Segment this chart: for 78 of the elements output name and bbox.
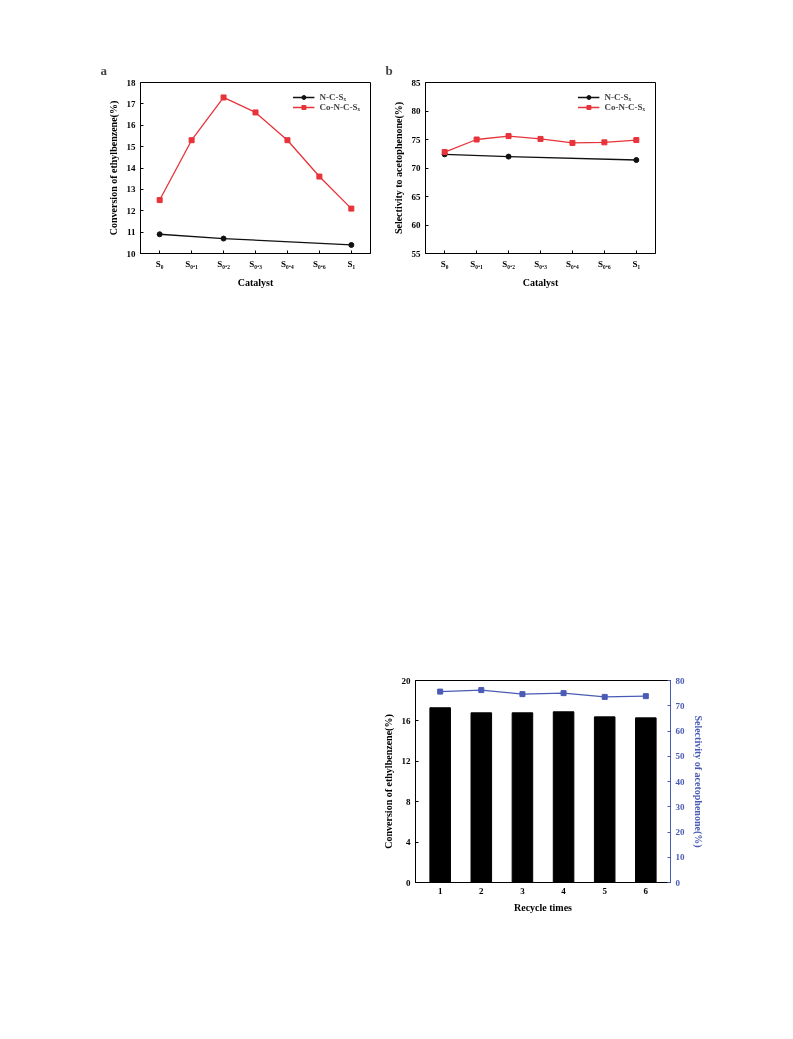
y2-tick-label: 60: [675, 726, 685, 736]
y-tick-label: 85: [411, 77, 421, 88]
point: [316, 173, 323, 180]
point: [537, 135, 544, 142]
x-tick-label: 3: [520, 885, 526, 896]
point: [188, 137, 195, 144]
x-tick-label: 1: [437, 885, 443, 896]
y2-tick-label: 80: [675, 675, 685, 686]
y-axis-title: Selectivity to acetophenone(%): [392, 101, 405, 235]
y-tick-label: 16: [126, 120, 136, 131]
legend-label: N-C-Sₓ: [319, 92, 346, 102]
y2-tick-label: 30: [675, 801, 685, 812]
point: [156, 197, 163, 204]
y2-axis-title: Selectivity of acetophenone(%): [691, 715, 704, 848]
legend-label: Co-N-C-Sₓ: [604, 102, 645, 112]
point: [156, 231, 163, 238]
x-tick-label: S₀: [155, 258, 164, 269]
x-axis-title: Catalyst: [237, 276, 274, 288]
point: [473, 136, 480, 143]
point: [284, 137, 291, 144]
y-tick-label: 14: [126, 163, 136, 173]
legend-label: Co-N-C-Sₓ: [319, 102, 360, 112]
point: [505, 133, 512, 140]
point: [633, 137, 640, 144]
y-tick-label: 15: [126, 141, 136, 152]
chart-title: a: [100, 62, 108, 78]
y-tick-label: 17: [126, 98, 136, 109]
x-axis-title: Recycle times: [513, 901, 573, 913]
y2-tick-label: 70: [675, 700, 685, 711]
x-tick-label: S₀.₃: [534, 258, 548, 269]
x-tick-label: S₁: [347, 258, 356, 269]
y-tick-label: 55: [411, 248, 421, 259]
x-tick-label: 5: [602, 885, 608, 896]
x-axis-title: Catalyst: [522, 276, 559, 288]
y2-tick-label: 0: [675, 877, 681, 888]
y-tick-label: 80: [411, 106, 421, 116]
y-tick-label: 60: [411, 220, 421, 230]
chart-title: b: [385, 62, 393, 78]
y2-tick-label: 10: [675, 852, 685, 863]
y-tick-label: 12: [126, 205, 136, 216]
x-tick-label: S₀.₄: [566, 258, 580, 269]
y-axis-title: Conversion of ethylbenzene(%): [382, 714, 395, 849]
x-tick-label: S₀: [440, 258, 449, 269]
legend-label: N-C-Sₓ: [604, 92, 631, 102]
x-tick-label: S₀.₂: [502, 258, 516, 269]
y-tick-label: 8: [406, 796, 411, 807]
y-tick-label: 20: [401, 675, 411, 686]
y2-tick-label: 50: [675, 751, 685, 762]
y2-tick-label: 20: [675, 827, 685, 837]
x-tick-label: S₀.₃: [249, 258, 263, 269]
y-tick-label: 0: [406, 877, 411, 888]
x-tick-label: S₁: [632, 258, 641, 269]
y2-tick-label: 40: [675, 776, 685, 787]
y-tick-label: 70: [411, 163, 421, 173]
y-tick-label: 16: [401, 715, 411, 726]
x-tick-label: 2: [479, 885, 485, 896]
point: [348, 205, 355, 212]
y-tick-label: 11: [127, 227, 136, 238]
point: [252, 109, 259, 116]
y-axis-title: Conversion of ethylbenzene(%): [107, 100, 120, 236]
x-tick-label: S₀.₂: [217, 258, 231, 269]
y-tick-label: 18: [126, 77, 136, 88]
y-tick-label: 10: [126, 248, 136, 259]
x-tick-label: 6: [643, 885, 649, 896]
y-tick-label: 12: [401, 756, 411, 767]
point: [601, 139, 608, 146]
point: [569, 139, 576, 146]
x-tick-label: S₀.₆: [598, 258, 612, 269]
x-tick-label: S₀.₆: [313, 258, 327, 269]
x-tick-label: S₀.₁: [185, 258, 199, 269]
x-tick-label: S₀.₄: [281, 258, 295, 269]
x-tick-label: 4: [561, 885, 567, 896]
x-tick-label: S₀.₁: [470, 258, 484, 269]
point: [220, 94, 227, 101]
y-tick-label: 13: [126, 184, 136, 195]
y-tick-label: 4: [406, 837, 411, 848]
y-tick-label: 65: [411, 191, 421, 202]
y-tick-label: 75: [411, 134, 421, 145]
